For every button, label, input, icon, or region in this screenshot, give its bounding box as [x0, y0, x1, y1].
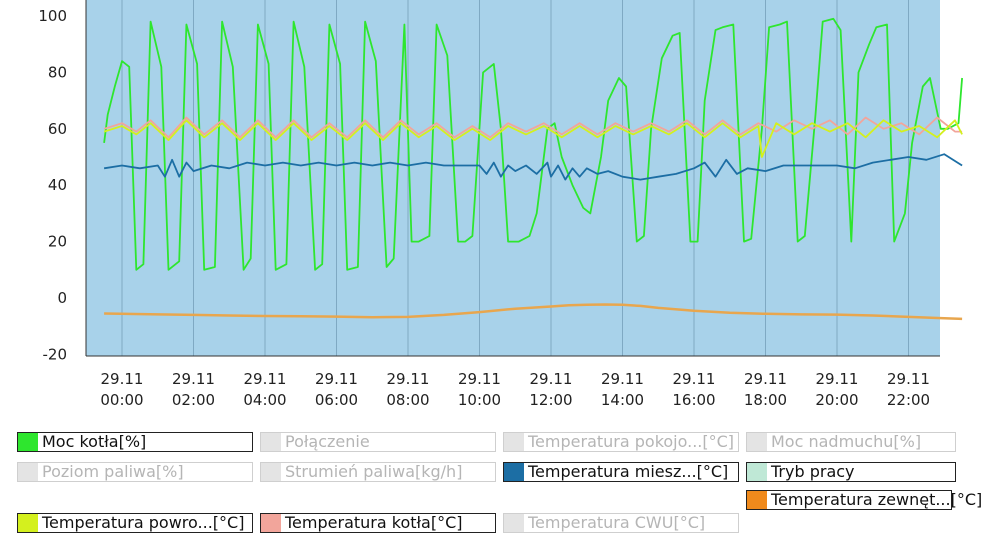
y-tick-label: 0 [57, 289, 67, 307]
legend-item[interactable]: Moc nadmuchu[%] [746, 432, 956, 452]
y-tick-label: 40 [48, 176, 67, 194]
legend-label: Temperatura zewnęt...[°C] [771, 490, 983, 509]
x-tick-time: 14:00 [601, 391, 644, 409]
x-tick-date: 29.11 [816, 370, 859, 388]
legend-label: Tryb pracy [771, 462, 855, 481]
x-tick-time: 18:00 [744, 391, 787, 409]
x-tick-date: 29.11 [244, 370, 287, 388]
legend-item[interactable]: Poziom paliwa[%] [17, 462, 253, 482]
x-tick-date: 29.11 [458, 370, 501, 388]
legend-swatch [747, 433, 767, 451]
grid-lines [121, 0, 909, 356]
plot-area [86, 0, 940, 356]
legend-item[interactable]: Temperatura CWU[°C] [503, 513, 739, 533]
x-tick-time: 00:00 [100, 391, 143, 409]
legend-item[interactable]: Temperatura kotła[°C] [260, 513, 496, 533]
x-tick-time: 02:00 [172, 391, 215, 409]
legend-swatch [504, 514, 524, 532]
legend-item[interactable]: Temperatura miesz...[°C] [503, 462, 739, 482]
x-tick-time: 08:00 [386, 391, 429, 409]
x-tick-time: 04:00 [243, 391, 286, 409]
x-tick-date: 29.11 [387, 370, 430, 388]
legend-item[interactable]: Tryb pracy [746, 462, 956, 482]
legend-label: Strumień paliwa[kg/h] [285, 462, 463, 481]
legend-label: Moc nadmuchu[%] [771, 432, 922, 451]
series-line-3 [103, 153, 963, 181]
legend-label: Temperatura kotła[°C] [285, 513, 463, 532]
y-tick-label: -20 [43, 345, 68, 363]
x-tick-time: 12:00 [529, 391, 572, 409]
legend-swatch [18, 463, 38, 481]
legend-swatch [504, 433, 524, 451]
legend-label: Temperatura miesz...[°C] [528, 462, 729, 481]
legend-swatch [18, 433, 38, 451]
x-axis-ticks: 29.11 00:00 29.11 02:00 29.11 04:00 29.11 06:00… [100, 370, 930, 409]
legend-swatch [261, 463, 281, 481]
x-tick-date: 29.11 [315, 370, 358, 388]
legend-label: Połączenie [285, 432, 370, 451]
y-tick-label: 20 [48, 233, 67, 251]
x-tick-date: 29.11 [601, 370, 644, 388]
y-tick-label: 80 [48, 63, 67, 81]
x-tick-time: 06:00 [315, 391, 358, 409]
series-line-2 [103, 119, 963, 158]
y-axis-ticks: 100 80 60 40 20 0 -20 [38, 7, 67, 363]
x-tick-time: 22:00 [887, 391, 930, 409]
series-line-1 [103, 116, 963, 139]
x-tick-date: 29.11 [744, 370, 787, 388]
legend-swatch [747, 463, 767, 481]
legend-swatch [261, 514, 281, 532]
series-line-4 [104, 303, 963, 321]
legend-label: Moc kotła[%] [42, 432, 147, 451]
x-tick-date: 29.11 [887, 370, 930, 388]
legend-swatch [261, 433, 281, 451]
x-tick-time: 20:00 [815, 391, 858, 409]
x-tick-date: 29.11 [101, 370, 144, 388]
x-tick-time: 16:00 [672, 391, 715, 409]
legend-label: Temperatura powro...[°C] [42, 513, 245, 532]
legend-label: Temperatura CWU[°C] [528, 513, 706, 532]
legend-item[interactable]: Połączenie [260, 432, 496, 452]
legend-swatch [18, 514, 38, 532]
legend-label: Temperatura pokojo...[°C] [528, 432, 735, 451]
legend-item[interactable]: Moc kotła[%] [17, 432, 253, 452]
x-tick-date: 29.11 [673, 370, 716, 388]
legend-item[interactable]: Temperatura powro...[°C] [17, 513, 253, 533]
x-tick-date: 29.11 [172, 370, 215, 388]
x-tick-time: 10:00 [458, 391, 501, 409]
legend-label: Poziom paliwa[%] [42, 462, 184, 481]
legend-swatch [747, 491, 767, 509]
y-tick-label: 60 [48, 120, 67, 138]
legend-item[interactable]: Temperatura pokojo...[°C] [503, 432, 739, 452]
y-tick-label: 100 [38, 7, 67, 25]
series-lines [103, 17, 963, 321]
legend-item[interactable]: Strumień paliwa[kg/h] [260, 462, 496, 482]
legend-item[interactable]: Temperatura zewnęt...[°C] [746, 490, 982, 510]
legend-swatch [504, 463, 524, 481]
x-tick-date: 29.11 [530, 370, 573, 388]
